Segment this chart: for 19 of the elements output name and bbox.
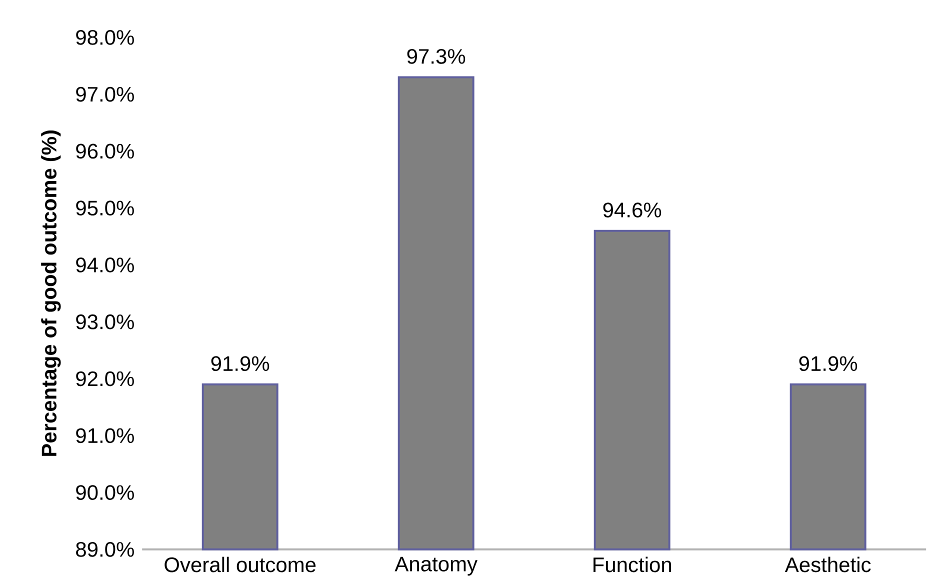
x-tick-label: Overall outcome: [164, 556, 316, 572]
y-tick-label: 98.0%: [76, 30, 134, 45]
x-tick-label: Anatomy: [394, 556, 478, 576]
y-axis-title: Percentage of good outcome (%): [41, 130, 61, 456]
y-tick-label: 93.0%: [76, 314, 134, 330]
y-tick-label: 92.0%: [76, 371, 134, 386]
y-tick-label: 97.0%: [76, 86, 134, 102]
data-label: 94.6%: [603, 202, 662, 218]
y-tick-label: 91.0%: [76, 428, 134, 444]
y-tick-label: 89.0%: [76, 542, 134, 557]
x-tick-label: Function: [594, 556, 671, 572]
data-label: 91.9%: [799, 356, 858, 372]
data-label: 97.3%: [407, 48, 466, 64]
y-tick-label: 96.0%: [76, 144, 134, 159]
y-tick-label: 95.0%: [76, 200, 134, 216]
x-tick-label: Aesthetic: [784, 556, 871, 572]
y-tick-label: 90.0%: [76, 485, 134, 500]
y-tick-label: 94.0%: [76, 258, 134, 272]
data-label: 91.9%: [211, 356, 270, 372]
